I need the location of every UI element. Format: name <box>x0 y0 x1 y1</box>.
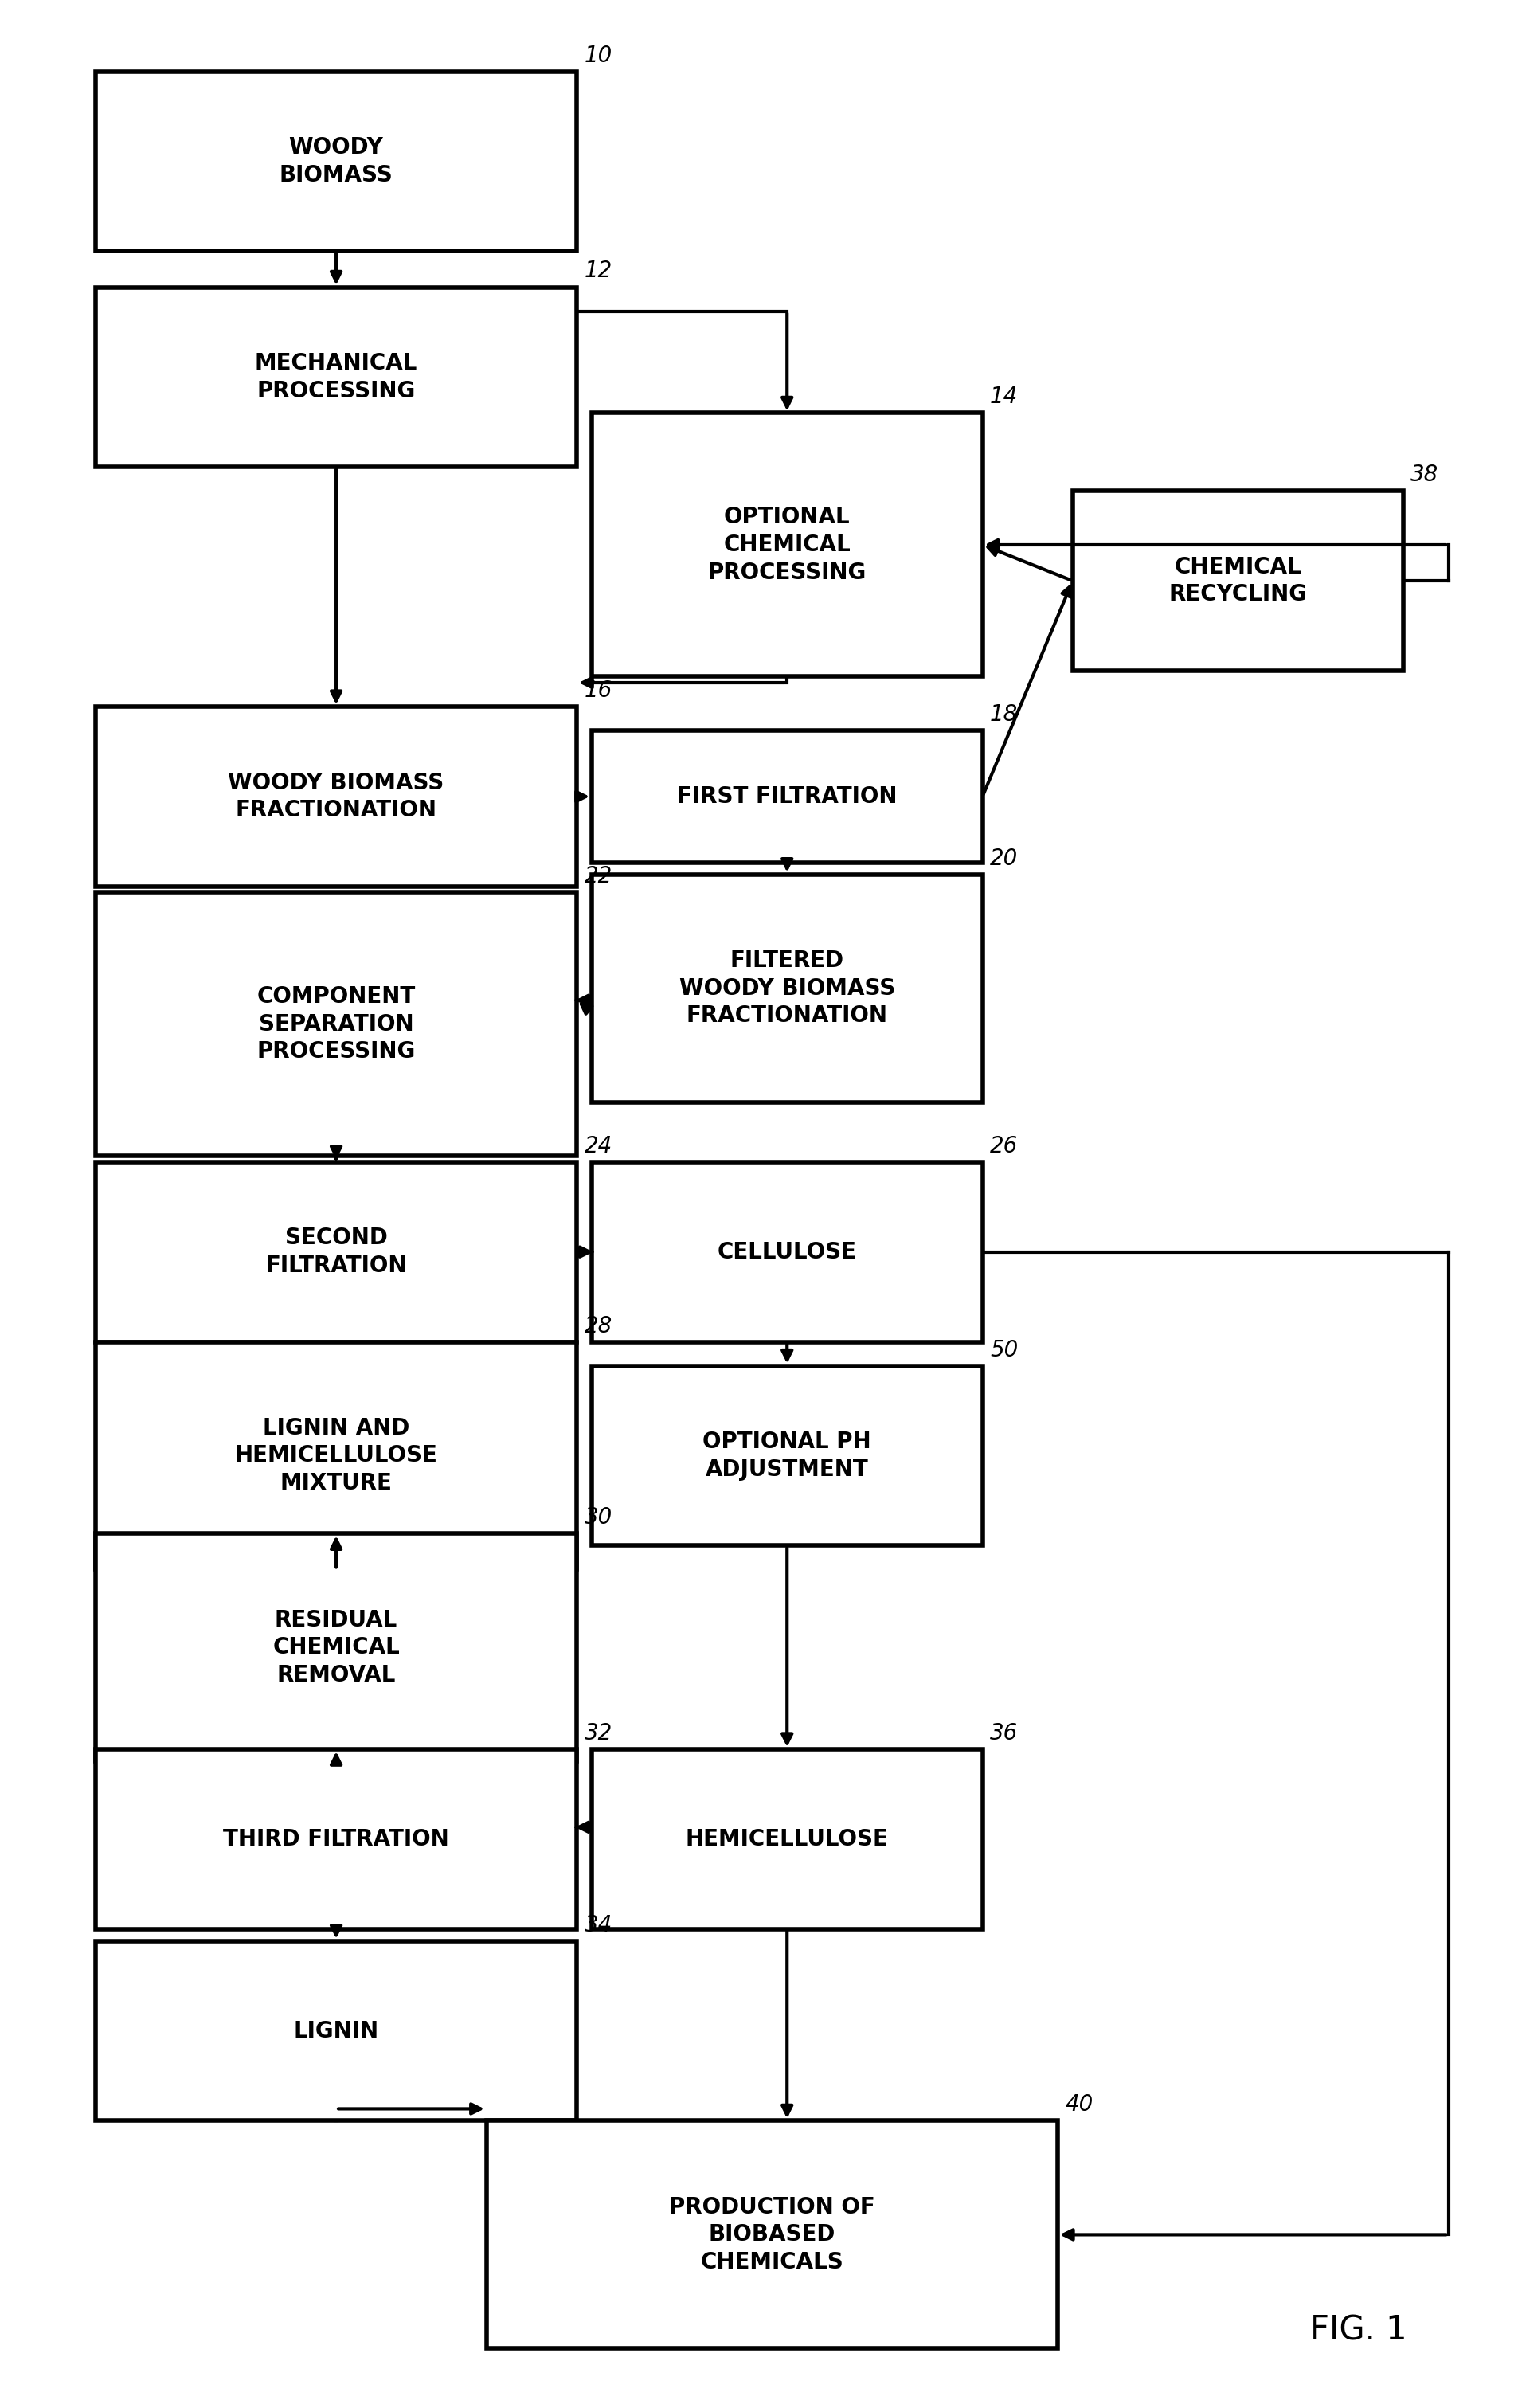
Text: 34: 34 <box>584 1914 612 1936</box>
FancyBboxPatch shape <box>592 1163 983 1341</box>
FancyBboxPatch shape <box>95 1941 577 2121</box>
Text: LIGNIN AND
HEMICELLULOSE
MIXTURE: LIGNIN AND HEMICELLULOSE MIXTURE <box>235 1416 438 1495</box>
Text: 30: 30 <box>584 1507 612 1529</box>
FancyBboxPatch shape <box>95 1534 577 1760</box>
Text: 20: 20 <box>990 848 1017 869</box>
FancyBboxPatch shape <box>592 1748 983 1929</box>
Text: 40: 40 <box>1066 2093 1093 2117</box>
Text: 24: 24 <box>584 1134 612 1158</box>
Text: 36: 36 <box>990 1722 1017 1743</box>
Text: WOODY BIOMASS
FRACTIONATION: WOODY BIOMASS FRACTIONATION <box>229 771 444 821</box>
FancyBboxPatch shape <box>95 706 577 886</box>
Text: FIRST FILTRATION: FIRST FILTRATION <box>677 785 898 807</box>
Text: PRODUCTION OF
BIOBASED
CHEMICALS: PRODUCTION OF BIOBASED CHEMICALS <box>669 2196 875 2273</box>
FancyBboxPatch shape <box>95 72 577 250</box>
FancyBboxPatch shape <box>592 874 983 1103</box>
Text: 12: 12 <box>584 260 612 282</box>
Text: FIG. 1: FIG. 1 <box>1310 2314 1407 2348</box>
Text: 16: 16 <box>584 679 612 701</box>
Text: WOODY
BIOMASS: WOODY BIOMASS <box>279 137 394 185</box>
Text: 18: 18 <box>990 703 1017 725</box>
Text: RESIDUAL
CHEMICAL
REMOVAL: RESIDUAL CHEMICAL REMOVAL <box>273 1609 400 1686</box>
Text: CHEMICAL
RECYCLING: CHEMICAL RECYCLING <box>1169 556 1307 607</box>
Text: OPTIONAL PH
ADJUSTMENT: OPTIONAL PH ADJUSTMENT <box>702 1430 872 1481</box>
Text: THIRD FILTRATION: THIRD FILTRATION <box>223 1828 450 1849</box>
Text: 38: 38 <box>1411 465 1438 486</box>
Text: CELLULOSE: CELLULOSE <box>718 1240 857 1264</box>
Text: 22: 22 <box>584 864 612 889</box>
Text: 14: 14 <box>990 385 1017 409</box>
Text: HEMICELLULOSE: HEMICELLULOSE <box>686 1828 889 1849</box>
FancyBboxPatch shape <box>95 1748 577 1929</box>
Text: OPTIONAL
CHEMICAL
PROCESSING: OPTIONAL CHEMICAL PROCESSING <box>707 506 866 583</box>
Text: COMPONENT
SEPARATION
PROCESSING: COMPONENT SEPARATION PROCESSING <box>257 985 415 1062</box>
FancyBboxPatch shape <box>1072 491 1403 672</box>
FancyBboxPatch shape <box>486 2121 1058 2348</box>
Text: 50: 50 <box>990 1339 1017 1361</box>
Text: 32: 32 <box>584 1722 612 1743</box>
Text: 26: 26 <box>990 1134 1017 1158</box>
Text: 28: 28 <box>584 1315 612 1336</box>
Text: LIGNIN: LIGNIN <box>294 2020 378 2042</box>
FancyBboxPatch shape <box>592 414 983 677</box>
FancyBboxPatch shape <box>95 1341 577 1570</box>
FancyBboxPatch shape <box>592 1365 983 1546</box>
FancyBboxPatch shape <box>95 1163 577 1341</box>
Text: FILTERED
WOODY BIOMASS
FRACTIONATION: FILTERED WOODY BIOMASS FRACTIONATION <box>680 949 895 1026</box>
FancyBboxPatch shape <box>95 287 577 467</box>
Text: 10: 10 <box>584 43 612 67</box>
FancyBboxPatch shape <box>95 893 577 1156</box>
Text: SECOND
FILTRATION: SECOND FILTRATION <box>265 1228 407 1276</box>
FancyBboxPatch shape <box>592 730 983 862</box>
Text: MECHANICAL
PROCESSING: MECHANICAL PROCESSING <box>254 352 418 402</box>
